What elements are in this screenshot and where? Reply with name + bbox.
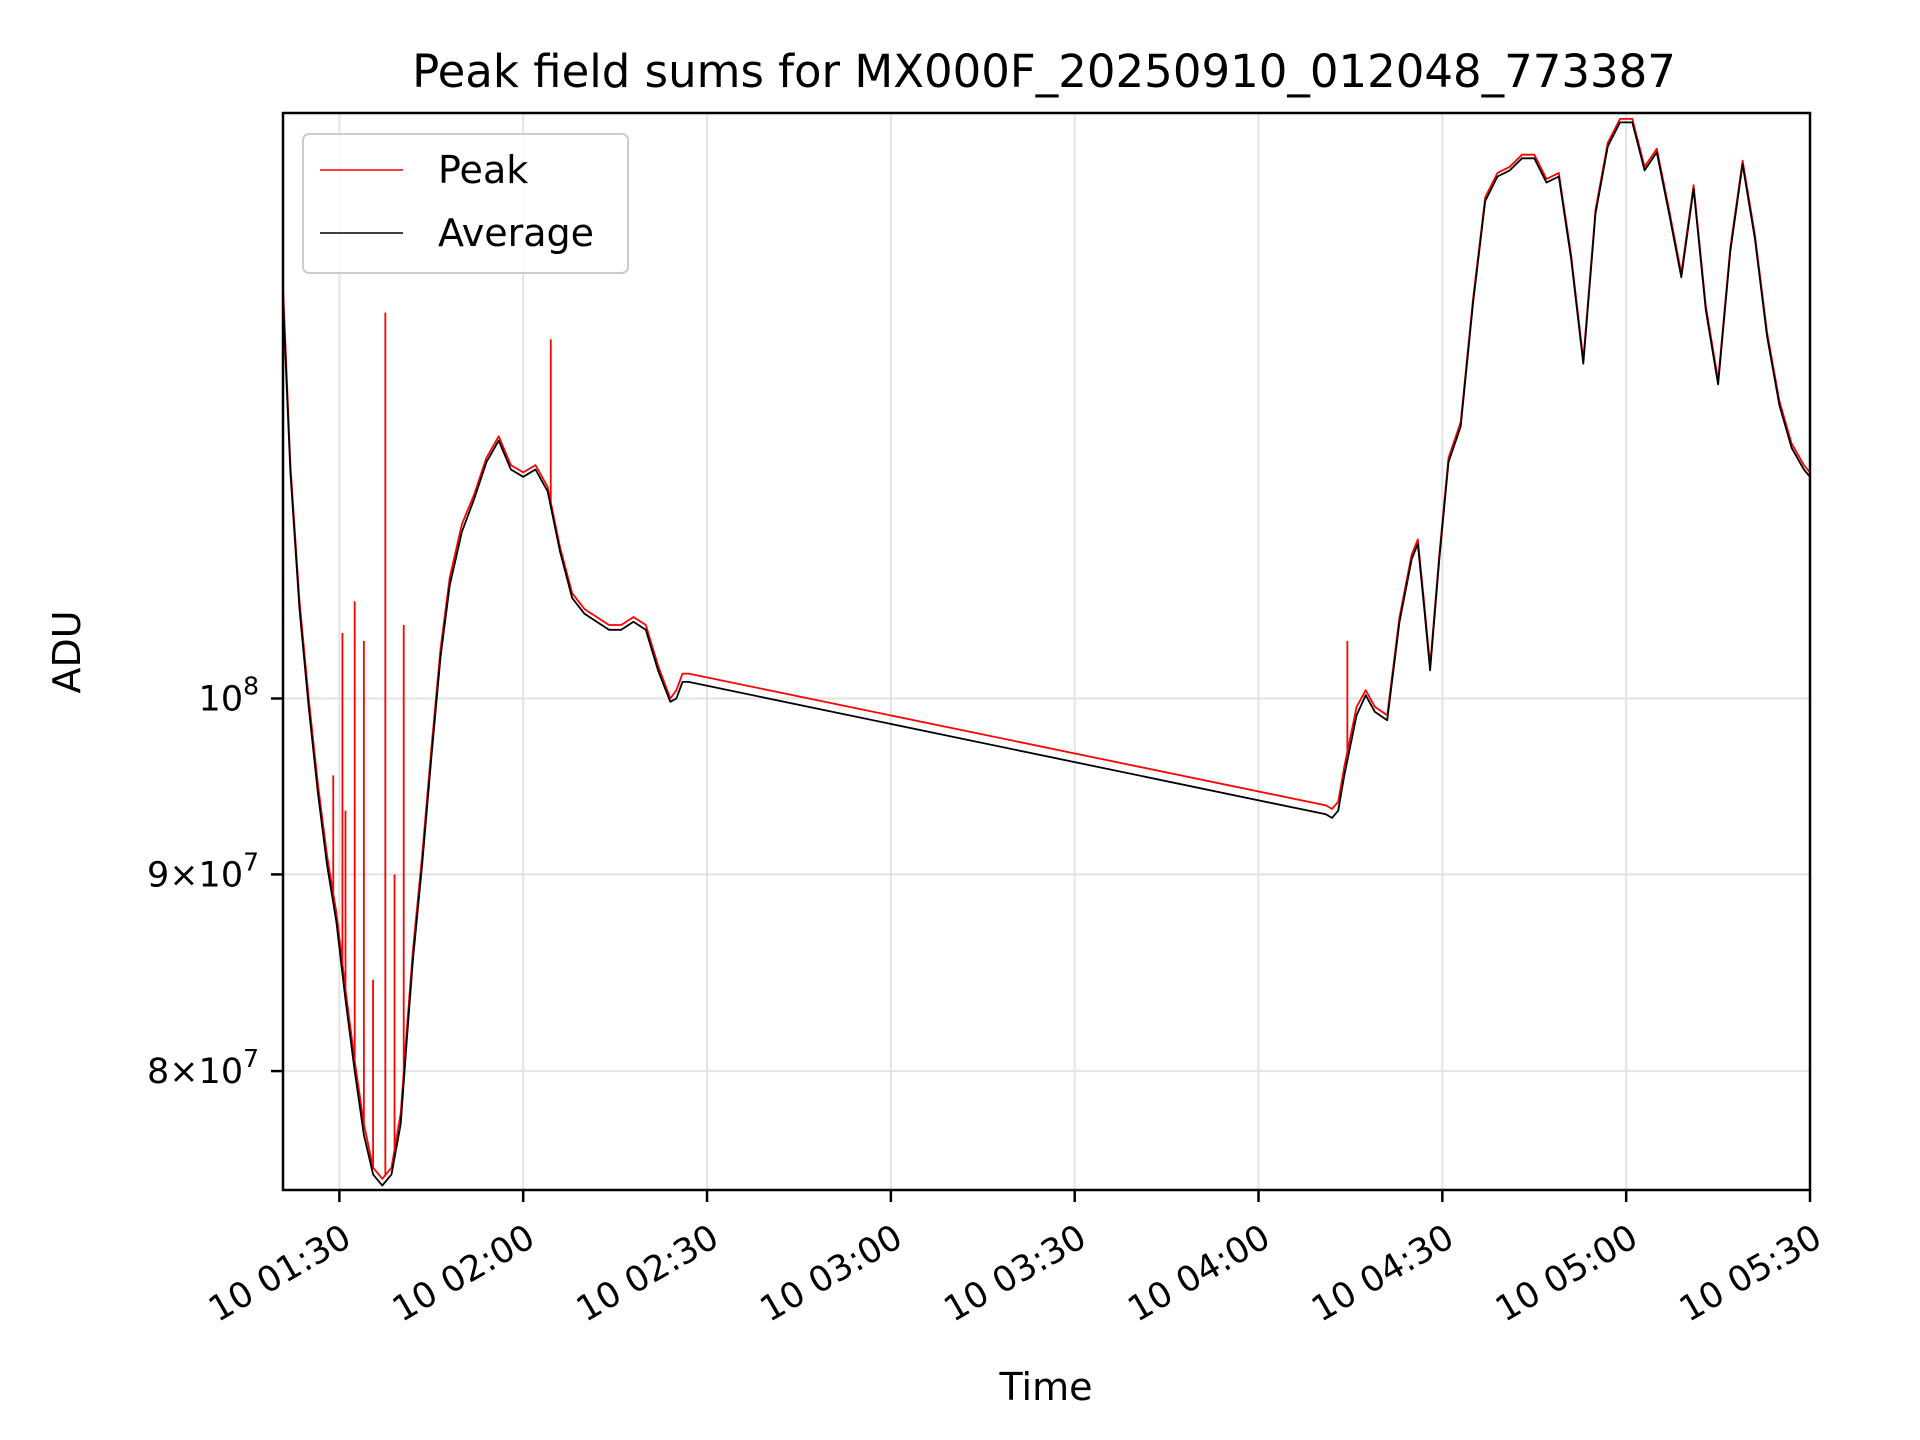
legend-label-average: Average [438,211,594,255]
legend: Peak Average [302,133,629,274]
y-tick-label: 108 [199,671,259,719]
plot-frame [281,111,1812,1192]
chart-title: Peak field sums for MX000F_20250910_0120… [412,45,1676,98]
series-line-average [282,121,1811,1187]
series-layer [282,118,1811,1187]
legend-box [302,133,629,274]
y-axis-label: ADU [45,610,89,693]
x-axis-label: Time [999,1365,1093,1409]
y-tick-label: 8×107 [147,1044,259,1092]
y-tick-label: 9×107 [147,847,259,895]
legend-label-peak: Peak [438,148,528,192]
